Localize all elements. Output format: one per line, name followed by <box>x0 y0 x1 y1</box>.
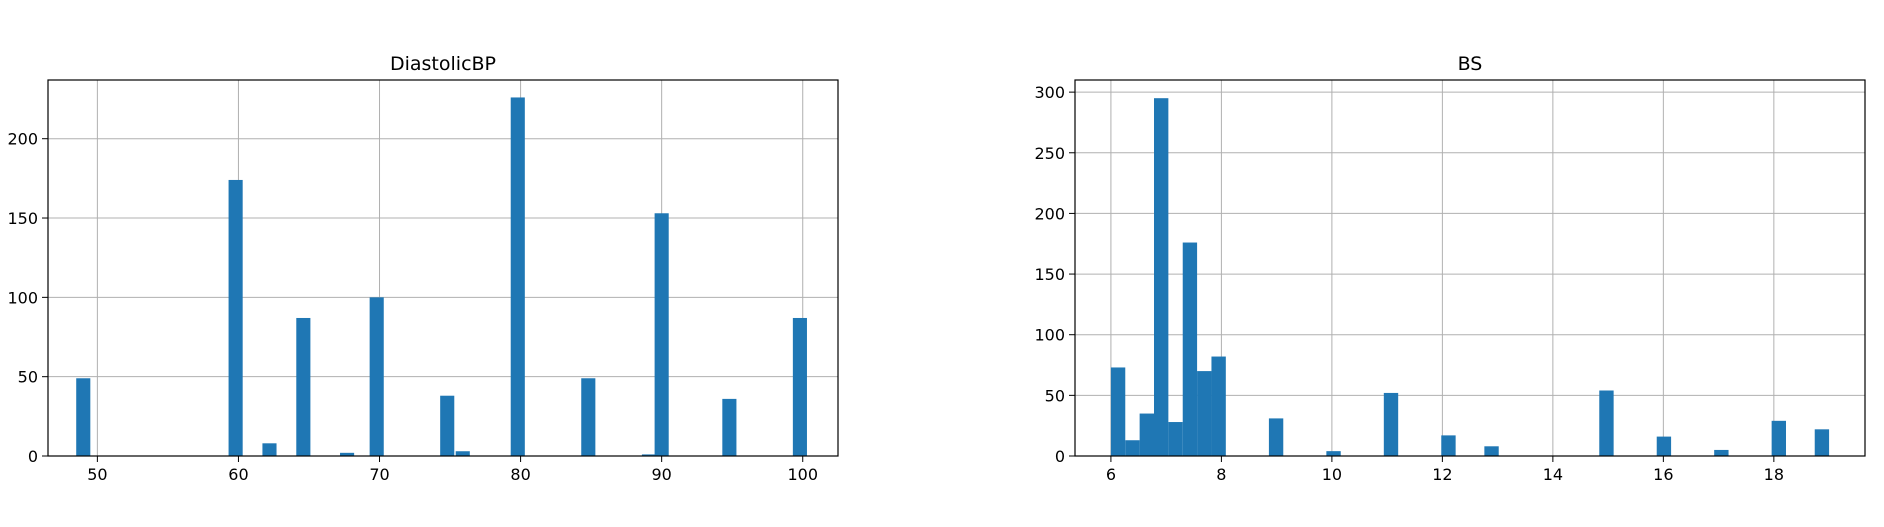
x-tick-label: 70 <box>369 465 389 484</box>
histogram-bar <box>654 213 669 456</box>
y-tick-label: 100 <box>1034 326 1065 345</box>
histogram-bar <box>581 378 596 456</box>
axes-frame <box>47 79 839 457</box>
histogram-bar <box>641 454 657 456</box>
histogram-bar <box>1383 392 1399 456</box>
x-tick-label: 10 <box>1322 465 1342 484</box>
x-tick-label: 8 <box>1216 465 1226 484</box>
histogram-bar <box>1268 418 1284 456</box>
x-tick-label: 14 <box>1543 465 1563 484</box>
histogram-bar <box>1125 440 1140 456</box>
histogram-bar <box>1814 429 1830 456</box>
y-tick-label: 250 <box>1034 144 1065 163</box>
y-axis-ticks: 0 50 100 150 200 <box>7 130 48 466</box>
y-tick-label: 300 <box>1034 83 1065 102</box>
histogram-bar <box>369 297 384 456</box>
x-tick-label: 60 <box>228 465 248 484</box>
histogram-bar <box>1714 449 1729 456</box>
histogram-bar <box>262 443 277 456</box>
chart-title: DiastolicBP <box>390 53 496 75</box>
histogram-bar <box>510 97 525 456</box>
histogram-bar <box>1197 371 1212 456</box>
x-tick-label: 90 <box>651 465 671 484</box>
bars <box>1110 98 1830 457</box>
histogram-bar <box>340 452 355 456</box>
x-tick-label: 50 <box>87 465 107 484</box>
histogram-bar <box>455 451 470 456</box>
histogram-bar <box>1139 413 1154 456</box>
x-tick-label: 16 <box>1653 465 1673 484</box>
histogram-bar <box>1656 436 1672 456</box>
histogram-bar <box>1771 420 1786 456</box>
y-tick-label: 150 <box>1034 265 1065 284</box>
x-tick-label: 18 <box>1764 465 1784 484</box>
x-tick-label: 12 <box>1432 465 1452 484</box>
histogram-bar <box>722 398 737 456</box>
chart-title: BS <box>1458 53 1483 75</box>
y-tick-label: 50 <box>18 368 38 387</box>
axes-frame <box>1074 79 1866 457</box>
y-axis-ticks: 0 50 100 150 200 250 300 <box>1034 83 1075 466</box>
chart-diastolicbp: 50 60 70 80 90 100 0 50 100 150 200 DiastolicBP <box>7 53 839 484</box>
x-tick-label: 80 <box>510 465 530 484</box>
y-tick-label: 200 <box>7 130 38 149</box>
histogram-bar <box>1211 356 1226 456</box>
histogram-bar <box>76 378 91 456</box>
y-tick-label: 0 <box>1055 447 1065 466</box>
histogram-bar <box>1484 446 1499 456</box>
y-tick-label: 100 <box>7 288 38 307</box>
chart-bs: 6 8 10 12 14 16 18 0 50 100 150 200 250 300 BS <box>1034 53 1866 484</box>
histogram-bar <box>1441 435 1456 456</box>
histogram-bar <box>792 317 807 456</box>
histogram-bar <box>1110 367 1126 456</box>
histogram-bar <box>296 317 311 456</box>
y-tick-label: 150 <box>7 209 38 228</box>
histogram-bar <box>1154 98 1169 457</box>
histogram-bar <box>1326 451 1341 456</box>
histogram-bar <box>440 395 455 456</box>
x-tick-label: 6 <box>1106 465 1116 484</box>
x-axis-ticks: 6 8 10 12 14 16 18 <box>1106 456 1784 484</box>
histogram-bar <box>1599 390 1614 456</box>
x-axis-ticks: 50 60 70 80 90 100 <box>87 456 818 484</box>
x-tick-label: 100 <box>787 465 818 484</box>
y-tick-label: 50 <box>1045 386 1065 405</box>
y-tick-label: 0 <box>28 447 38 466</box>
histogram-bar <box>228 179 243 456</box>
bars <box>76 97 807 456</box>
y-tick-label: 200 <box>1034 204 1065 223</box>
histogram-bar <box>1168 422 1183 456</box>
histogram-bar <box>1182 242 1198 456</box>
